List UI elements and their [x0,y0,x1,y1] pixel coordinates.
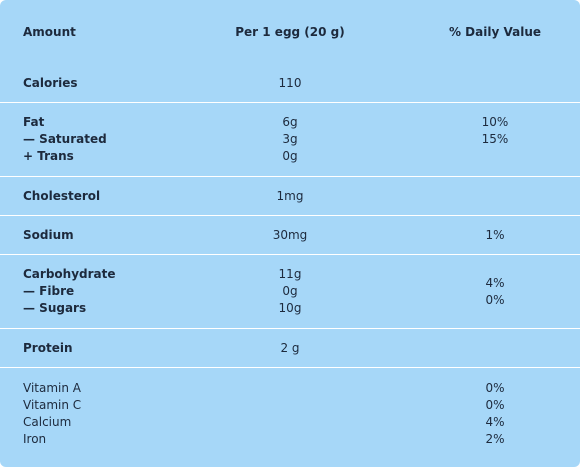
fibre-label: — Fibre [23,284,75,298]
protein-amount: 2 g [280,340,300,355]
vitamin-a-label: Vitamin A [23,380,81,395]
sugars-label: — Sugars [23,301,87,315]
table-row-vitamins: Vitamin A Vitamin C Calcium Iron 0% 0% 4… [0,368,580,460]
trans-amount: 0g [282,149,298,163]
header-amount: Amount [23,24,76,39]
trans-dv [410,148,580,165]
iron-dv: 2% [485,431,505,446]
saturated-amount: 3g [282,132,298,146]
carbohydrate-labels: Carbohydrate — Fibre — Sugars [0,255,170,329]
table-row-calories: Calories 110 [0,64,580,103]
table-row-carbohydrate: Carbohydrate — Fibre — Sugars 11g 0g 10g… [0,255,580,329]
calories-dv [410,64,580,103]
fat-amount: 6g [282,115,298,129]
table-header-row: Amount Per 1 egg (20 g) % Daily Value [0,0,580,64]
fibre-amount: 0g [282,284,298,298]
header-per-egg: Per 1 egg (20 g) [235,24,345,39]
fat-dv: 10% [481,115,509,129]
carbohydrate-label: Carbohydrate [23,267,116,281]
fat-dvs: 10% 15% [410,103,580,177]
carbohydrate-amount: 11g [278,267,302,281]
sugars-amount: 10g [278,301,302,315]
vitamin-c-dv: 0% [485,397,505,412]
table-row-protein: Protein 2 g [0,329,580,368]
table-row-fat: Fat — Saturated + Trans 6g 3g 0g 10% 15% [0,103,580,177]
carbohydrate-dv: 4% [485,275,505,290]
iron-label: Iron [23,431,47,446]
fibre-dv: 0% [485,292,505,307]
sodium-label: Sodium [23,227,74,242]
cholesterol-label: Cholesterol [23,188,101,203]
header-daily-value: % Daily Value [448,24,541,39]
fat-labels: Fat — Saturated + Trans [0,103,170,177]
carbohydrate-dvs: 4% 0% [410,255,580,329]
carbohydrate-amounts: 11g 0g 10g [170,255,410,329]
vitamin-a-dv: 0% [485,380,505,395]
calories-label: Calories [23,75,78,90]
fat-amounts: 6g 3g 0g [170,103,410,177]
fat-label: Fat [23,115,45,129]
vitamin-amounts [170,368,410,460]
saturated-label: — Saturated [23,132,107,146]
calories-amount: 110 [278,75,302,90]
table-row-cholesterol: Cholesterol 1mg [0,177,580,216]
calcium-label: Calcium [23,414,72,429]
trans-label: + Trans [23,149,74,163]
table-row-sodium: Sodium 30mg 1% [0,216,580,255]
protein-label: Protein [23,340,73,355]
protein-dv [410,329,580,368]
calcium-dv: 4% [485,414,505,429]
vitamin-labels: Vitamin A Vitamin C Calcium Iron [0,368,170,460]
vitamin-c-label: Vitamin C [23,397,82,412]
sodium-dv: 1% [485,227,505,242]
cholesterol-amount: 1mg [276,188,304,203]
cholesterol-dv [410,177,580,216]
vitamin-dvs: 0% 0% 4% 2% [410,368,580,460]
sodium-amount: 30mg [272,227,308,242]
saturated-dv: 15% [481,132,509,146]
